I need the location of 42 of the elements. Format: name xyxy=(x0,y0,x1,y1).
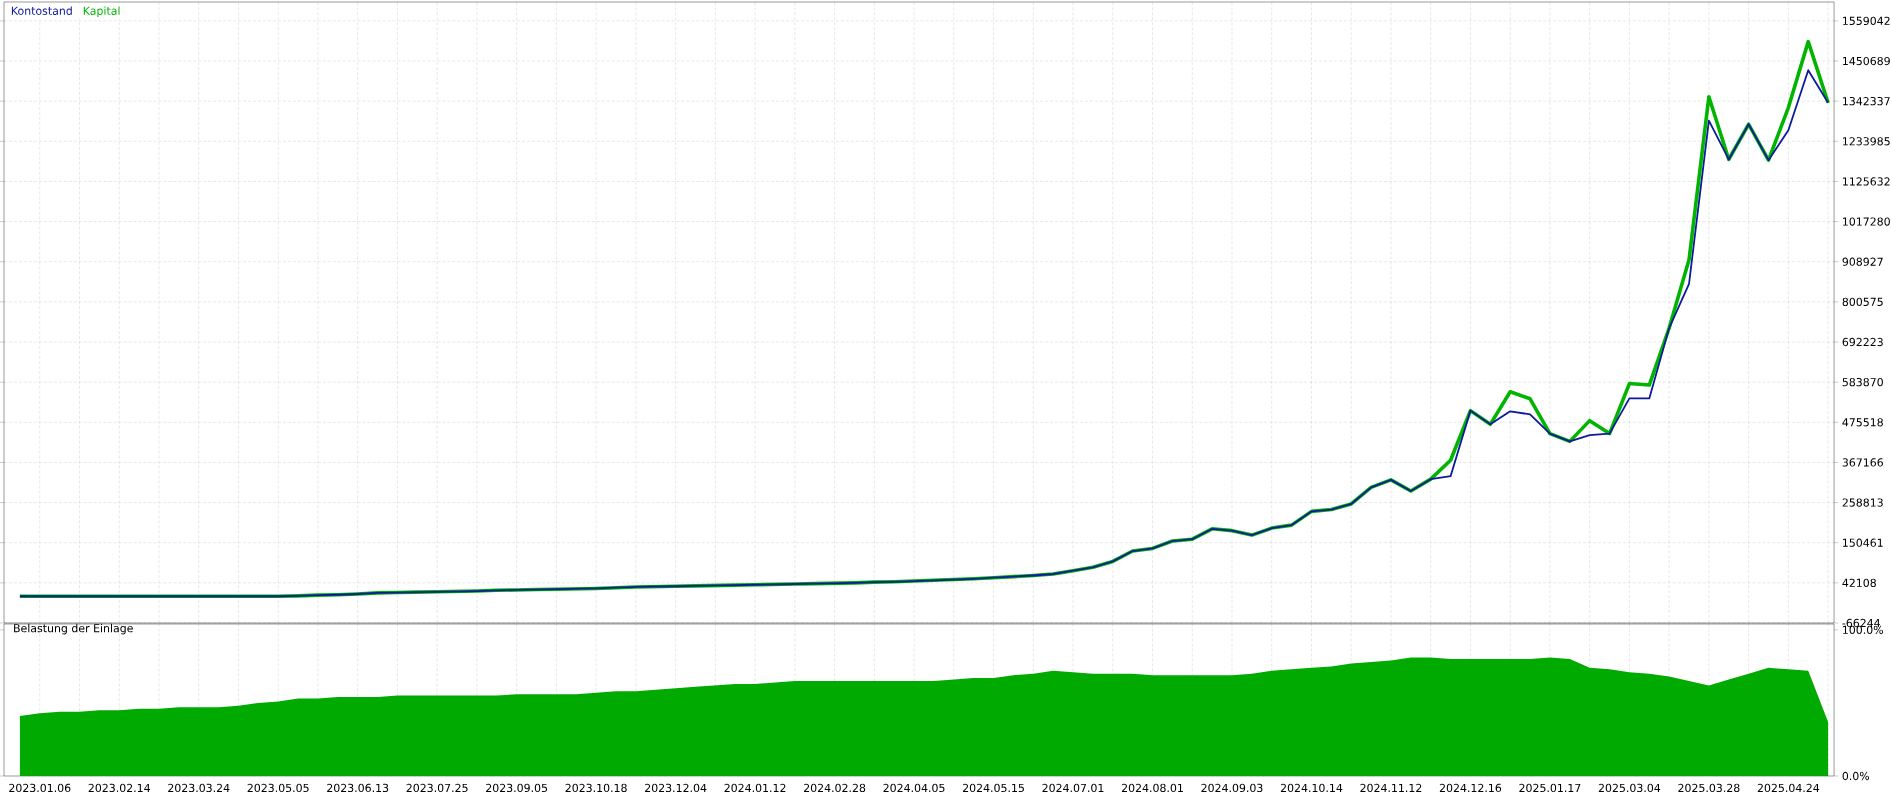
x-tick-label: 2023.05.05 xyxy=(247,783,309,793)
y-tick-label: 1125632 xyxy=(1843,177,1890,186)
x-tick-label: 2023.12.04 xyxy=(645,783,707,793)
y-tick-label: 42108 xyxy=(1842,578,1876,587)
y-tick-label: 908927 xyxy=(1842,257,1883,266)
x-tick-label: 2023.10.18 xyxy=(565,783,627,793)
x-tick-label: 2025.03.04 xyxy=(1598,783,1661,793)
text: Kapital xyxy=(83,6,120,18)
y-tick-label: 583870 xyxy=(1842,378,1883,387)
y-tick-label: 1342337 xyxy=(1843,97,1890,106)
y-tick-label: 800575 xyxy=(1842,297,1883,307)
y-tick-label: 1450689 xyxy=(1843,56,1890,66)
y-tick-label: 1233985 xyxy=(1843,137,1890,146)
x-tick-label: 2024.09.03 xyxy=(1201,783,1263,793)
x-tick-label: 2023.09.05 xyxy=(486,783,548,793)
x-tick-label: 2023.07.25 xyxy=(406,783,468,793)
x-tick-label: 2023.06.13 xyxy=(327,783,389,793)
x-tick-label: 2024.01.12 xyxy=(724,783,786,793)
chart-title: Belastung der Einlage xyxy=(14,623,133,635)
y-tick-label: 0.0% xyxy=(1842,771,1870,781)
x-tick-label: 2025.01.17 xyxy=(1519,783,1581,793)
x-tick-label: 2025.04.24 xyxy=(1757,783,1820,793)
y-tick-label: 367166 xyxy=(1842,458,1883,467)
x-tick-label: 2024.11.12 xyxy=(1360,783,1422,793)
x-tick-label: 2023.01.06 xyxy=(9,783,71,793)
x-tick-label: 2024.08.01 xyxy=(1121,783,1183,793)
x-tick-label: 2024.07.01 xyxy=(1042,783,1104,793)
y-tick-label: 150461 xyxy=(1843,538,1883,547)
y-tick-label: 258813 xyxy=(1842,498,1883,507)
x-tick-label: 2025.03.28 xyxy=(1678,783,1740,793)
x-tick-label: 2024.04.05 xyxy=(883,783,945,793)
y-tick-label: 1017280 xyxy=(1843,217,1890,226)
x-tick-label: 2024.02.28 xyxy=(804,783,866,793)
x-tick-label: 2024.10.14 xyxy=(1280,783,1343,793)
x-tick-label: 2023.03.24 xyxy=(168,783,230,793)
x-tick-label: 2024.12.16 xyxy=(1439,783,1502,793)
x-tick-label: 2024.05.15 xyxy=(962,783,1024,793)
text: Kontostand xyxy=(11,6,72,15)
x-tick-label: 2023.02.14 xyxy=(88,783,150,793)
y-tick-label: 692223 xyxy=(1842,337,1883,347)
y-tick-label: 1559042 xyxy=(1843,16,1890,26)
y-tick-label: 475518 xyxy=(1842,418,1883,427)
